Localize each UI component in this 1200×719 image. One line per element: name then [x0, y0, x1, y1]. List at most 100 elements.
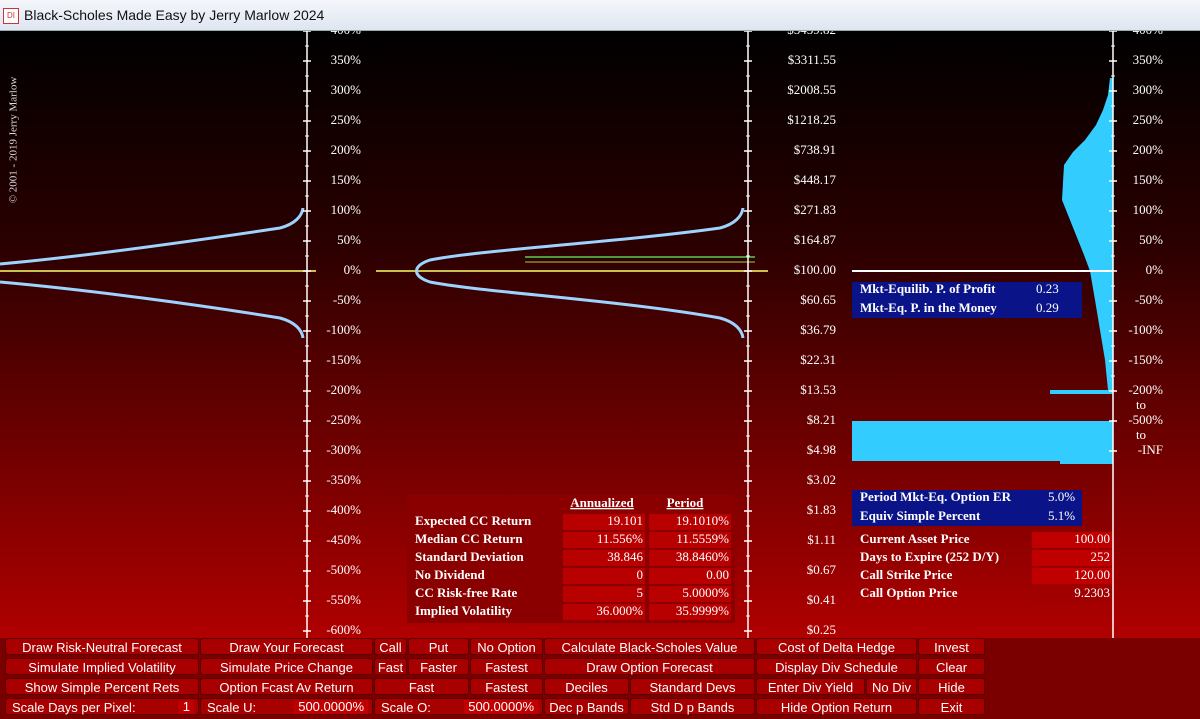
stats-label: Standard Deviation — [415, 549, 524, 564]
button[interactable]: Cost of Delta Hedge — [756, 638, 917, 655]
axis-label: -550% — [326, 592, 361, 607]
axis-label: $3.02 — [807, 472, 836, 487]
input-value: 9.2303 — [1074, 585, 1110, 600]
histogram — [1062, 78, 1113, 390]
axis-label: $0.25 — [807, 622, 836, 637]
axis-label: -100% — [326, 322, 361, 337]
button[interactable]: Scale Days per Pixel: 1 — [5, 698, 199, 715]
button[interactable]: Faster — [408, 658, 469, 675]
axis-label: -250% — [326, 412, 361, 427]
button[interactable]: Hide Option Return — [756, 698, 917, 715]
button-value[interactable]: 1 — [178, 700, 194, 714]
button[interactable]: No Div — [866, 678, 917, 695]
button[interactable]: Hide — [918, 678, 985, 695]
button[interactable]: Scale U: 500.0000% — [200, 698, 373, 715]
input-label: Days to Expire (252 D/Y) — [860, 549, 999, 564]
stats-period: 38.8460% — [676, 549, 729, 564]
stats-annualized: 0 — [637, 567, 644, 582]
axis-label: 200% — [1133, 142, 1164, 157]
button[interactable]: Display Div Schedule — [756, 658, 917, 675]
prob-label: Mkt-Eq. P. in the Money — [860, 300, 997, 315]
stats-label: No Dividend — [415, 567, 485, 582]
stats-period: 11.5559% — [676, 531, 729, 546]
axis-label: $8.21 — [807, 412, 836, 427]
stats-period: 19.1010% — [676, 513, 729, 528]
axis-label: -200% — [1128, 382, 1163, 397]
button[interactable]: Enter Div Yield — [756, 678, 865, 695]
stats-cell — [649, 568, 731, 584]
axis-label: -100% — [1128, 322, 1163, 337]
axis-label: 300% — [331, 82, 362, 97]
axis-label: 100% — [1133, 202, 1164, 217]
button[interactable]: Fastest — [470, 658, 543, 675]
button-value[interactable]: 500.0000% — [294, 700, 368, 714]
button[interactable]: Fastest — [470, 678, 543, 695]
distribution-curve — [0, 207, 305, 266]
button[interactable]: No Option — [470, 638, 543, 655]
input-cell — [1032, 550, 1112, 566]
stats-cell — [649, 586, 731, 602]
stats-label: Median CC Return — [415, 531, 523, 546]
stats-label: CC Risk-free Rate — [415, 585, 518, 600]
stats-cell — [563, 532, 645, 548]
button[interactable]: Standard Devs — [630, 678, 755, 695]
axis-label: -500% — [1128, 412, 1163, 427]
histogram-tail — [852, 421, 1113, 464]
axis-label: $22.31 — [800, 352, 836, 367]
axis-label: 50% — [337, 232, 361, 247]
stats-annualized: 11.556% — [597, 531, 643, 546]
button-label: Scale O: — [381, 700, 431, 715]
axis-label: $448.17 — [794, 172, 837, 187]
axis-label: -150% — [326, 352, 361, 367]
button[interactable]: Option Fcast Av Return — [200, 678, 373, 695]
prob-label: Mkt-Equilib. P. of Profit — [860, 281, 996, 296]
axis-label: $1.83 — [807, 502, 836, 517]
button[interactable]: Fast — [374, 678, 469, 695]
button[interactable]: Simulate Price Change — [200, 658, 373, 675]
stats-cell — [649, 514, 731, 530]
axis-label: $4.98 — [807, 442, 836, 457]
button[interactable]: Draw Option Forecast — [544, 658, 755, 675]
button[interactable]: Calculate Black-Scholes Value — [544, 638, 755, 655]
option-box — [852, 490, 1082, 526]
axis-label: -300% — [326, 442, 361, 457]
stats-cell — [649, 532, 731, 548]
axis-label: 250% — [1133, 112, 1164, 127]
axis-label: -350% — [326, 472, 361, 487]
axis-label: $36.79 — [800, 322, 836, 337]
input-cell — [1032, 532, 1112, 548]
input-label: Current Asset Price — [860, 531, 970, 546]
button[interactable]: Simulate Implied Volatility — [5, 658, 199, 675]
distribution-curve — [0, 280, 305, 339]
option-label: Equiv Simple Percent — [860, 508, 981, 523]
stats-header: Period — [667, 495, 705, 510]
button[interactable]: Show Simple Percent Rets — [5, 678, 199, 695]
button-value[interactable]: 500.0000% — [464, 700, 538, 714]
axis-label: $738.91 — [794, 142, 836, 157]
button[interactable]: Dec p Bands — [544, 698, 629, 715]
axis-label: $0.41 — [807, 592, 836, 607]
button[interactable]: Scale O: 500.0000% — [374, 698, 543, 715]
button[interactable]: Invest — [918, 638, 985, 655]
stats-cell — [649, 550, 731, 566]
button-label: Scale Days per Pixel: — [12, 700, 136, 715]
axis-label: 100% — [331, 202, 362, 217]
button[interactable]: Clear — [918, 658, 985, 675]
button[interactable]: Fast — [374, 658, 407, 675]
stats-annualized: 19.101 — [607, 513, 643, 528]
button[interactable]: Draw Risk-Neutral Forecast — [5, 638, 199, 655]
button[interactable]: Deciles — [544, 678, 629, 695]
copyright: © 2001 - 2019 Jerry Marlow — [8, 77, 20, 204]
axis-label: 350% — [1133, 52, 1164, 67]
axis-label: 150% — [331, 172, 362, 187]
stats-label: Implied Volatility — [415, 603, 513, 618]
title-bar: DI Black-Scholes Made Easy by Jerry Marl… — [0, 0, 1200, 31]
button[interactable]: Call — [374, 638, 407, 655]
axis-label: -600% — [326, 622, 361, 637]
button[interactable]: Exit — [918, 698, 985, 715]
button[interactable]: Draw Your Forecast — [200, 638, 373, 655]
button[interactable]: Put — [408, 638, 469, 655]
button[interactable]: Std D p Bands — [630, 698, 755, 715]
stats-annualized: 36.000% — [596, 603, 643, 618]
